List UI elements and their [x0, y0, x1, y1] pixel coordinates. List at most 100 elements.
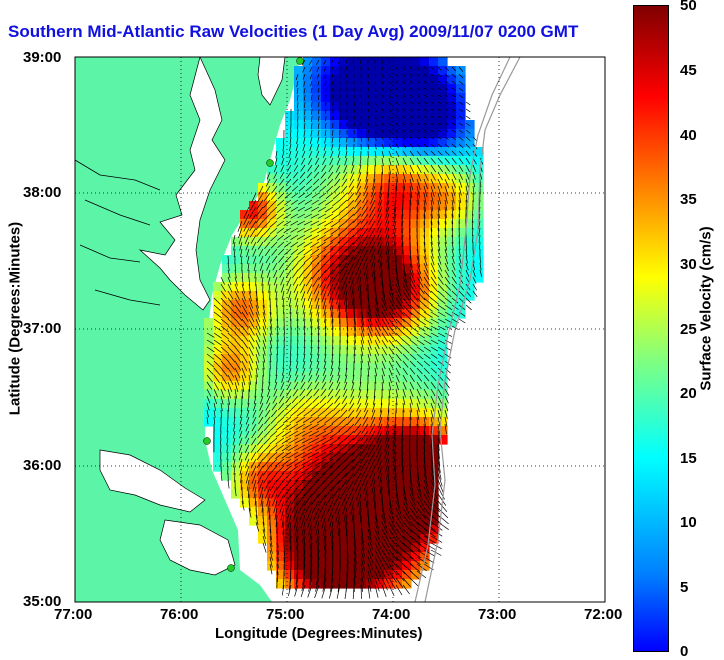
- speed-cell: [393, 57, 403, 67]
- speed-cell: [294, 444, 304, 454]
- speed-cell: [384, 147, 394, 157]
- speed-cell: [438, 75, 448, 85]
- speed-cell: [258, 183, 268, 193]
- speed-cell: [357, 102, 367, 112]
- speed-cell: [456, 84, 466, 94]
- speed-cell: [384, 138, 394, 148]
- speed-cell: [231, 453, 241, 463]
- speed-cell: [402, 156, 412, 166]
- speed-cell: [402, 345, 412, 355]
- speed-cell: [402, 309, 412, 319]
- speed-cell: [276, 165, 286, 175]
- speed-cell: [267, 219, 277, 229]
- speed-cell: [240, 372, 250, 382]
- speed-cell: [348, 138, 358, 148]
- speed-cell: [330, 570, 340, 580]
- speed-cell: [285, 570, 295, 580]
- speed-cell: [240, 219, 250, 229]
- speed-cell: [267, 462, 277, 472]
- speed-cell: [375, 489, 385, 499]
- speed-cell: [384, 75, 394, 85]
- speed-cell: [420, 75, 430, 85]
- speed-cell: [348, 426, 358, 436]
- speed-cell: [294, 336, 304, 346]
- speed-cell: [222, 345, 232, 355]
- speed-cell: [447, 291, 457, 301]
- speed-cell: [294, 363, 304, 373]
- speed-cell: [393, 399, 403, 409]
- speed-cell: [429, 75, 439, 85]
- speed-cell: [285, 201, 295, 211]
- speed-cell: [411, 219, 421, 229]
- speed-cell: [384, 120, 394, 130]
- speed-cell: [294, 192, 304, 202]
- speed-cell: [276, 462, 286, 472]
- speed-cell: [348, 318, 358, 328]
- speed-cell: [222, 426, 232, 436]
- speed-cell: [384, 84, 394, 94]
- speed-cell: [420, 354, 430, 364]
- speed-cell: [393, 111, 403, 121]
- speed-cell: [375, 390, 385, 400]
- speed-cell: [357, 120, 367, 130]
- speed-cell: [384, 93, 394, 103]
- speed-cell: [384, 273, 394, 283]
- speed-cell: [330, 120, 340, 130]
- speed-cell: [411, 246, 421, 256]
- speed-cell: [339, 363, 349, 373]
- speed-cell: [384, 156, 394, 166]
- speed-cell: [348, 309, 358, 319]
- current-vector: [361, 585, 362, 599]
- speed-cell: [213, 282, 223, 292]
- speed-cell: [330, 84, 340, 94]
- speed-cell: [204, 327, 214, 337]
- speed-cell: [330, 471, 340, 481]
- speed-cell: [267, 390, 277, 400]
- speed-cell: [339, 246, 349, 256]
- speed-cell: [231, 237, 241, 247]
- speed-cell: [294, 399, 304, 409]
- speed-cell: [294, 147, 304, 157]
- speed-cell: [222, 453, 232, 463]
- speed-cell: [375, 57, 385, 67]
- speed-cell: [339, 156, 349, 166]
- speed-cell: [447, 111, 457, 121]
- speed-cell: [438, 381, 448, 391]
- current-vector: [375, 67, 376, 70]
- speed-cell: [384, 363, 394, 373]
- speed-cell: [231, 345, 241, 355]
- speed-cell: [447, 282, 457, 292]
- speed-cell: [276, 444, 286, 454]
- speed-cell: [429, 192, 439, 202]
- speed-cell: [411, 426, 421, 436]
- speed-cell: [330, 345, 340, 355]
- speed-cell: [267, 327, 277, 337]
- speed-cell: [222, 264, 232, 274]
- speed-cell: [276, 138, 286, 148]
- speed-cell: [294, 120, 304, 130]
- speed-cell: [294, 183, 304, 193]
- speed-cell: [339, 282, 349, 292]
- speed-cell: [321, 183, 331, 193]
- speed-cell: [339, 174, 349, 184]
- speed-cell: [339, 228, 349, 238]
- speed-cell: [312, 120, 322, 130]
- station-marker: [204, 438, 211, 445]
- speed-cell: [321, 57, 331, 67]
- speed-cell: [438, 102, 448, 112]
- speed-cell: [411, 129, 421, 139]
- speed-cell: [258, 390, 268, 400]
- speed-cell: [285, 561, 295, 571]
- current-vector: [326, 95, 327, 99]
- speed-cell: [267, 372, 277, 382]
- speed-cell: [411, 417, 421, 427]
- speed-cell: [429, 201, 439, 211]
- speed-cell: [240, 381, 250, 391]
- speed-cell: [330, 57, 340, 67]
- speed-cell: [285, 120, 295, 130]
- speed-cell: [456, 228, 466, 238]
- speed-cell: [303, 489, 313, 499]
- speed-cell: [276, 363, 286, 373]
- speed-cell: [276, 498, 286, 508]
- speed-cell: [357, 291, 367, 301]
